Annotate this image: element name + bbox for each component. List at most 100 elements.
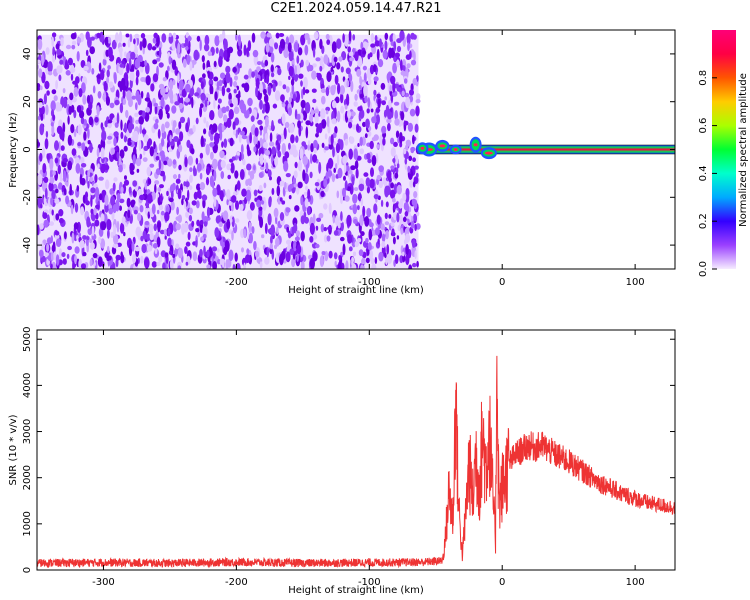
noise-speck — [67, 160, 73, 171]
noise-speck — [328, 202, 332, 214]
noise-speck — [267, 84, 272, 96]
noise-speck — [283, 127, 287, 140]
noise-speck — [81, 142, 86, 152]
noise-speck — [186, 139, 191, 148]
noise-speck — [333, 167, 337, 173]
noise-speck — [221, 85, 226, 97]
noise-speck — [213, 60, 217, 68]
noise-speck — [107, 229, 110, 239]
noise-speck — [390, 222, 395, 227]
noise-speck — [70, 33, 76, 40]
page-title: C2E1.2024.059.14.47.R21 — [270, 1, 442, 16]
noise-speck — [319, 55, 324, 67]
noise-speck — [149, 223, 154, 234]
noise-speck — [400, 59, 403, 72]
noise-speck — [379, 38, 382, 48]
noise-speck — [241, 188, 247, 197]
noise-speck — [219, 190, 224, 201]
noise-speck — [121, 85, 127, 91]
noise-speck — [349, 183, 354, 195]
noise-speck — [392, 62, 397, 74]
noise-speck — [142, 47, 145, 55]
noise-speck — [393, 141, 398, 147]
noise-speck — [325, 86, 330, 97]
noise-speck — [105, 179, 110, 190]
noise-speck — [333, 84, 337, 91]
noise-speck — [42, 163, 47, 174]
noise-speck — [304, 44, 309, 56]
noise-speck — [302, 86, 306, 96]
noise-speck — [228, 92, 232, 101]
noise-speck — [100, 238, 106, 249]
noise-speck — [199, 219, 204, 225]
noise-speck — [137, 188, 143, 196]
noise-speck — [312, 233, 318, 240]
colorbar-tick-label: 0.6 — [698, 118, 709, 134]
noise-speck — [277, 150, 282, 158]
noise-speck — [303, 76, 308, 89]
noise-speck — [157, 128, 161, 139]
noise-speck — [113, 177, 118, 182]
noise-speck — [267, 169, 272, 178]
noise-speck — [171, 59, 177, 71]
noise-speck — [130, 170, 135, 175]
noise-speck — [393, 41, 397, 52]
noise-speck — [129, 33, 133, 43]
noise-speck — [147, 193, 153, 204]
noise-speck — [277, 67, 282, 76]
noise-speck — [404, 256, 409, 262]
noise-speck — [353, 148, 359, 161]
noise-speck — [159, 184, 164, 189]
noise-speck — [67, 115, 70, 125]
noise-speck — [394, 172, 399, 179]
noise-speck — [159, 170, 165, 177]
noise-speck — [319, 38, 323, 50]
noise-speck — [270, 72, 275, 78]
noise-speck — [259, 129, 263, 136]
colorbar-tick-label: 0.2 — [698, 213, 709, 229]
noise-speck — [235, 200, 239, 210]
noise-speck — [264, 133, 268, 141]
noise-speck — [209, 113, 215, 120]
noise-speck — [93, 207, 97, 216]
y-tick-label: 4000 — [22, 373, 33, 398]
noise-speck — [364, 133, 368, 139]
noise-speck — [260, 165, 265, 171]
noise-speck — [385, 201, 389, 208]
noise-speck — [353, 101, 358, 107]
spectrogram-x-axis: -300 -200 -100 0 100 — [92, 30, 645, 288]
noise-speck — [320, 190, 325, 198]
noise-speck — [76, 51, 80, 62]
noise-speck — [112, 242, 119, 249]
noise-speck — [334, 74, 339, 85]
noise-speck — [205, 177, 210, 186]
noise-speck — [269, 243, 273, 250]
noise-speck — [144, 182, 147, 190]
noise-speck — [202, 62, 206, 70]
noise-speck — [324, 146, 330, 151]
noise-speck — [138, 139, 142, 152]
noise-speck — [124, 175, 127, 180]
noise-speck — [135, 76, 139, 86]
noise-speck — [370, 33, 375, 43]
noise-speck — [200, 103, 204, 108]
noise-speck — [51, 89, 57, 95]
noise-speck — [77, 142, 82, 147]
noise-speck — [248, 221, 252, 233]
noise-speck — [203, 128, 207, 135]
noise-speck — [212, 158, 218, 171]
noise-speck — [211, 123, 218, 133]
noise-speck — [234, 252, 238, 262]
noise-speck — [164, 211, 170, 222]
noise-speck — [67, 57, 73, 66]
noise-speck — [236, 189, 239, 195]
noise-speck — [205, 121, 209, 128]
noise-speck — [204, 99, 208, 108]
noise-speck — [89, 238, 93, 244]
noise-speck — [390, 165, 395, 170]
noise-speck — [248, 68, 253, 79]
noise-speck — [165, 110, 169, 115]
noise-speck — [154, 247, 158, 255]
noise-speck — [248, 180, 253, 187]
noise-speck — [402, 192, 407, 202]
